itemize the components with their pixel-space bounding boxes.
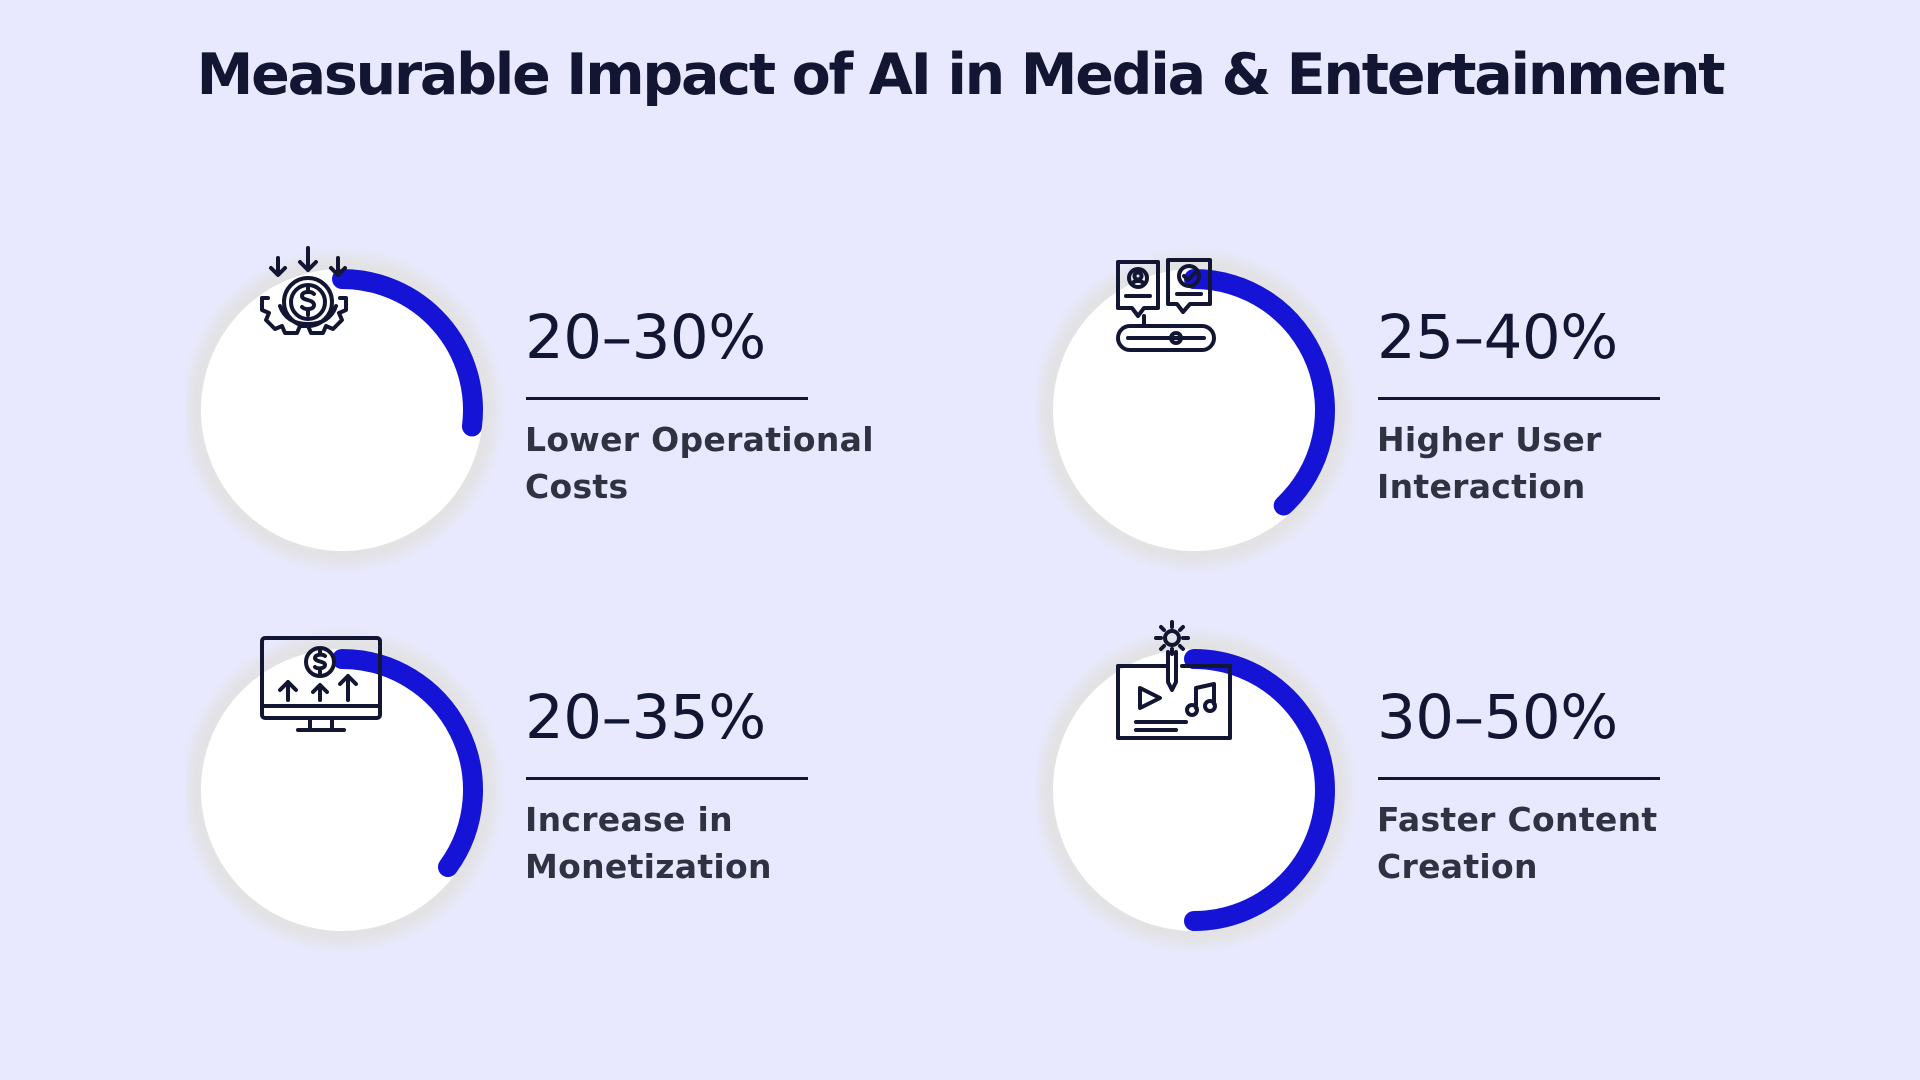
stat-card-content-creation: 30–50% Faster Content Creation bbox=[1037, 620, 1877, 960]
stat-label: Faster Content Creation bbox=[1377, 796, 1797, 890]
stat-label-line: Creation bbox=[1377, 847, 1538, 886]
progress-arc bbox=[332, 269, 483, 437]
content-creation-media-icon bbox=[1116, 620, 1232, 740]
stat-label-line: Increase in bbox=[525, 800, 733, 839]
stat-label: Higher User Interaction bbox=[1377, 416, 1797, 510]
stat-value: 20–35% bbox=[525, 682, 766, 753]
user-feedback-slider-icon bbox=[1116, 258, 1216, 352]
progress-ring bbox=[185, 240, 525, 580]
progress-ring bbox=[1037, 620, 1377, 960]
page-title: Measurable Impact of AI in Media & Enter… bbox=[196, 42, 1726, 108]
stat-label-line: Interaction bbox=[1377, 467, 1586, 506]
stat-label-line: Costs bbox=[525, 467, 629, 506]
progress-arc bbox=[1184, 269, 1335, 516]
divider bbox=[526, 397, 808, 400]
stat-label: Increase in Monetization bbox=[525, 796, 945, 890]
stat-value: 25–40% bbox=[1377, 302, 1618, 373]
progress-arc bbox=[1184, 649, 1335, 931]
stat-label-line: Faster Content bbox=[1377, 800, 1658, 839]
stat-value: 30–50% bbox=[1377, 682, 1618, 753]
progress-ring bbox=[185, 620, 525, 960]
stat-card-user-interaction: 25–40% Higher User Interaction bbox=[1037, 240, 1877, 580]
divider bbox=[526, 777, 808, 780]
stat-label: Lower Operational Costs bbox=[525, 416, 945, 510]
stat-card-monetization: 20–35% Increase in Monetization bbox=[185, 620, 1025, 960]
stat-label-line: Monetization bbox=[525, 847, 772, 886]
divider bbox=[1378, 397, 1660, 400]
stat-value: 20–30% bbox=[525, 302, 766, 373]
progress-ring bbox=[1037, 240, 1377, 580]
divider bbox=[1378, 777, 1660, 780]
stat-label-line: Higher User bbox=[1377, 420, 1602, 459]
monitor-revenue-growth-icon bbox=[260, 636, 382, 732]
gear-dollar-cost-down-icon bbox=[260, 246, 348, 335]
stat-label-line: Lower Operational bbox=[525, 420, 874, 459]
progress-arc bbox=[332, 649, 483, 877]
stat-card-operational-costs: 20–30% Lower Operational Costs bbox=[185, 240, 1025, 580]
